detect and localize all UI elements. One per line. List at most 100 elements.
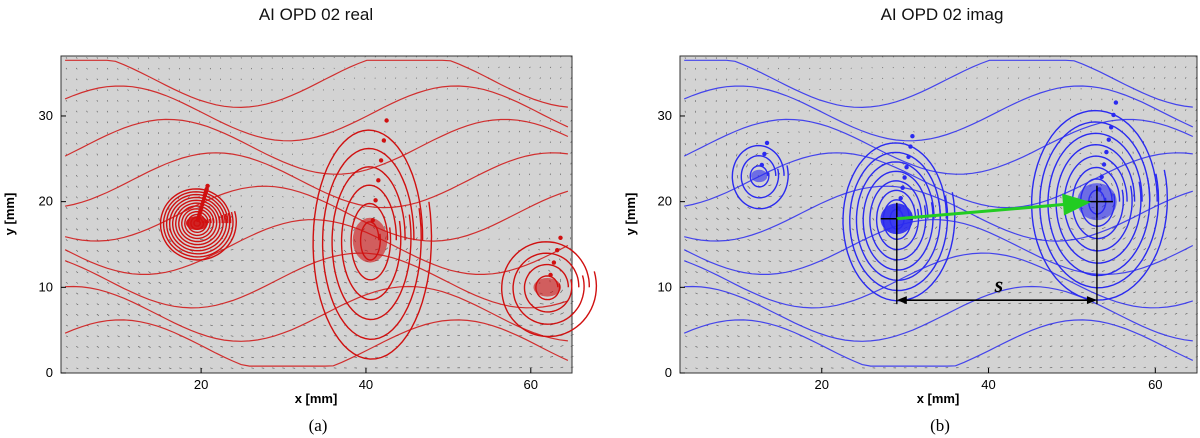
vector-arrow <box>86 110 88 113</box>
vector-arrow <box>789 346 792 348</box>
vector-arrow <box>1122 366 1126 369</box>
vector-arrow <box>997 270 1001 272</box>
vector-arrow <box>570 344 574 347</box>
vector-arrow <box>695 185 698 189</box>
vector-arrow <box>966 270 970 272</box>
streamline <box>64 219 569 275</box>
vector-arrow <box>778 335 782 337</box>
vector-arrow <box>1060 324 1063 326</box>
vector-arrow <box>1112 270 1116 272</box>
vector-arrow <box>168 367 172 369</box>
vector-arrow <box>747 196 751 199</box>
vector-arrow <box>976 205 979 208</box>
vector-arrow <box>292 228 295 230</box>
vector-arrow <box>106 99 109 102</box>
vector-arrow <box>230 367 234 369</box>
vector-arrow <box>148 346 151 348</box>
vector-arrow <box>830 206 833 209</box>
vector-arrow <box>726 292 730 295</box>
vector-arrow <box>404 163 407 165</box>
vector-arrow <box>1195 334 1198 337</box>
vector-arrow <box>570 87 572 90</box>
vector-arrow <box>695 303 698 305</box>
vector-arrow <box>1143 55 1145 58</box>
vector-arrow <box>220 324 224 326</box>
vector-arrow <box>446 227 449 229</box>
vector-arrow <box>127 249 130 253</box>
streamline <box>842 142 956 302</box>
vector-arrow <box>1081 356 1084 358</box>
vector-arrow <box>538 227 541 229</box>
vector-arrow <box>966 292 970 294</box>
x-tick-label: 60 <box>1148 377 1162 392</box>
vector-arrow <box>65 57 68 59</box>
vector-arrow <box>117 217 119 221</box>
vector-arrow <box>923 141 926 144</box>
vector-arrow <box>208 164 211 166</box>
vector-arrow <box>841 281 845 284</box>
streamline <box>165 193 231 255</box>
vector-arrow <box>757 281 761 284</box>
vector-arrow <box>746 164 748 168</box>
vector-arrow <box>158 335 162 337</box>
vector-arrow <box>1164 291 1167 294</box>
vector-arrow <box>1100 130 1103 133</box>
vector-arrow <box>1195 312 1198 315</box>
vector-arrow <box>1143 366 1147 369</box>
vector-arrow <box>86 196 88 199</box>
vector-arrow <box>333 67 335 69</box>
vector-arrow <box>726 249 730 252</box>
vector-arrow <box>261 206 264 208</box>
vector-arrow <box>65 239 68 242</box>
vector-arrow <box>158 346 162 348</box>
vector-arrow <box>570 323 574 326</box>
vector-arrow <box>756 110 759 113</box>
vector-arrow <box>1185 173 1187 176</box>
vector-arrow <box>550 356 554 358</box>
vector-arrow <box>1153 77 1155 79</box>
vector-arrow <box>1164 162 1166 165</box>
vector-arrow <box>323 239 326 242</box>
vector-arrow <box>777 110 779 112</box>
vector-arrow <box>168 314 172 316</box>
vector-arrow <box>1100 162 1103 165</box>
vector-arrow <box>1174 259 1178 262</box>
vector-arrow <box>1195 345 1198 347</box>
vector-arrow <box>199 324 203 327</box>
vector-arrow <box>197 185 201 187</box>
vector-arrow <box>76 57 78 59</box>
vector-arrow <box>778 324 782 327</box>
vector-arrow <box>1185 141 1187 144</box>
vector-arrow <box>446 216 449 219</box>
vector-arrow <box>1070 302 1074 304</box>
vector-arrow <box>1185 162 1187 165</box>
vector-arrow <box>342 196 345 198</box>
streamline-marker <box>910 134 915 139</box>
vector-arrow <box>302 249 305 252</box>
vector-arrow <box>778 346 782 348</box>
vector-arrow <box>1185 312 1188 315</box>
vector-arrow <box>1153 55 1155 58</box>
vector-arrow <box>914 226 918 229</box>
vector-arrow <box>1101 281 1105 283</box>
vector-arrow <box>1069 142 1071 144</box>
vector-arrow <box>65 67 68 70</box>
vector-arrow <box>488 56 490 58</box>
vector-arrow <box>394 215 396 219</box>
vector-arrow <box>127 314 131 316</box>
vector-arrow <box>529 88 531 90</box>
vector-arrow <box>322 110 324 112</box>
vector-arrow <box>1039 174 1041 177</box>
vector-arrow <box>1195 226 1198 229</box>
vector-arrow <box>1185 98 1187 101</box>
vector-arrow <box>1164 302 1167 304</box>
vector-arrow <box>127 207 129 210</box>
vector-arrow <box>737 346 740 348</box>
vector-arrow <box>861 153 863 155</box>
vector-arrow <box>1185 215 1188 219</box>
vector-arrow <box>1059 131 1061 133</box>
vector-arrow <box>913 131 915 133</box>
streamline-marker <box>759 162 765 168</box>
vector-arrow <box>737 281 740 284</box>
